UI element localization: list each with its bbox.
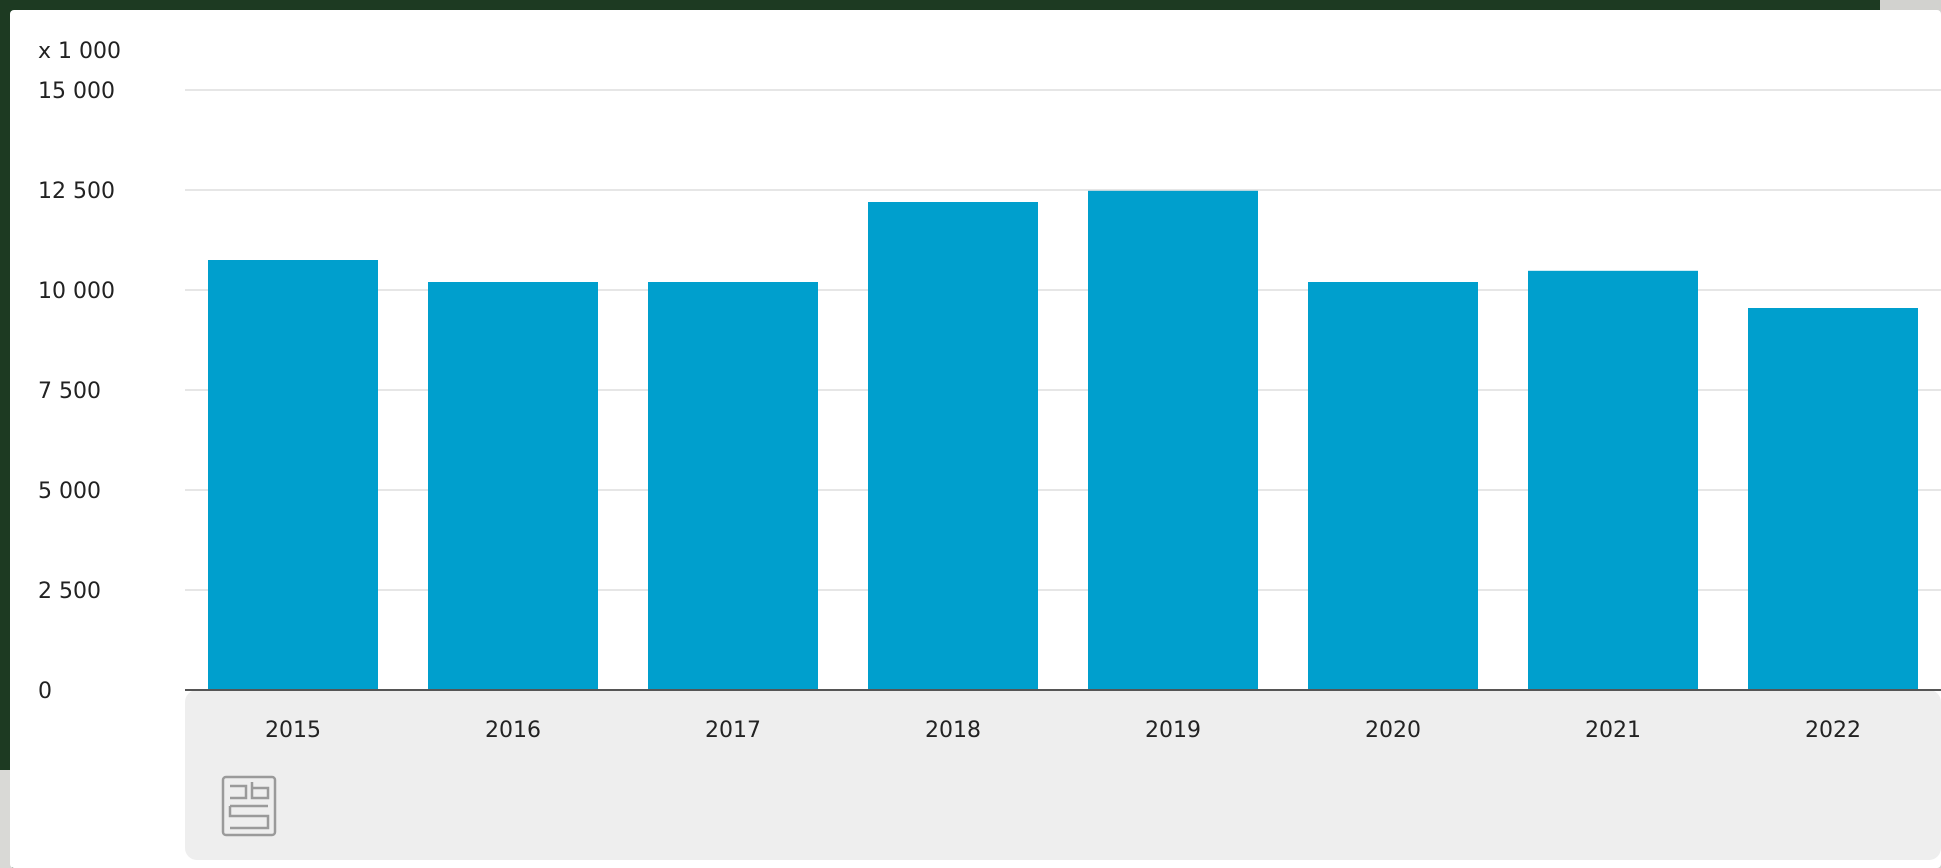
y-tick-label: 0 [38, 679, 52, 704]
x-tick-label: 2019 [1145, 718, 1201, 743]
y-tick-label: 7 500 [38, 379, 101, 404]
x-tick-label: 2015 [265, 718, 321, 743]
y-tick-label: 12 500 [38, 179, 115, 204]
cbs-logo-icon [221, 775, 277, 837]
x-tick-label: 2018 [925, 718, 981, 743]
bar-chart: 0 2 500 5 000 7 500 10 000 12 500 15 000 x 1 0… [38, 39, 1941, 860]
category-axis-panel [185, 690, 1941, 860]
x-tick-label: 2022 [1805, 718, 1861, 743]
bar-2015 [208, 260, 378, 690]
y-tick-label: 5 000 [38, 479, 101, 504]
bar-2022 [1748, 308, 1918, 690]
y-tick-label: 2 500 [38, 579, 101, 604]
x-tick-label: 2017 [705, 718, 761, 743]
bar-2019 [1088, 190, 1258, 691]
bar-2016 [428, 282, 598, 690]
y-tick-label: 10 000 [38, 279, 115, 304]
y-axis-ticks: 0 2 500 5 000 7 500 10 000 12 500 15 000 [38, 79, 115, 704]
bar-2018 [868, 202, 1038, 690]
bar-2020 [1308, 282, 1478, 690]
y-tick-label: 15 000 [38, 79, 115, 104]
background-strip [0, 770, 12, 868]
x-tick-label: 2020 [1365, 718, 1421, 743]
bar-2021 [1528, 270, 1698, 690]
x-axis-labels: 2015 2016 2017 2018 2019 2020 2021 2022 [265, 718, 1861, 743]
x-tick-label: 2021 [1585, 718, 1641, 743]
chart-card: 0 2 500 5 000 7 500 10 000 12 500 15 000 x 1 0… [10, 10, 1941, 868]
unit-label: x 1 000 [38, 39, 121, 64]
bar-2017 [648, 282, 818, 690]
bars [208, 190, 1918, 691]
x-tick-label: 2016 [485, 718, 541, 743]
